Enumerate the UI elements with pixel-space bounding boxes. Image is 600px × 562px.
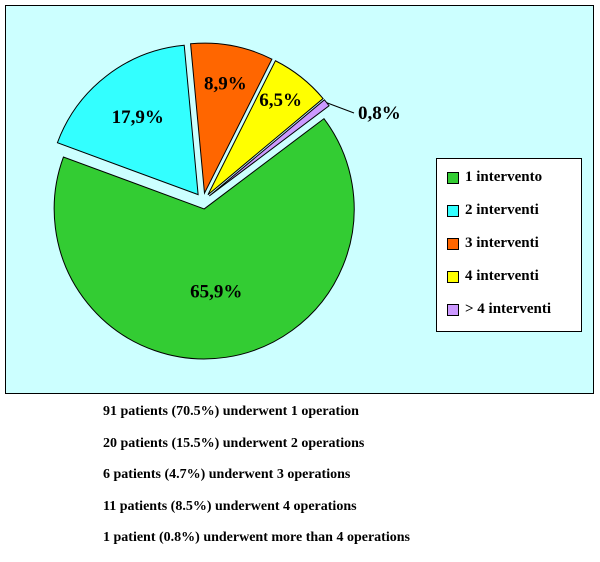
legend-swatch-4 <box>447 270 459 283</box>
legend-label-5: > 4 interventi <box>465 301 552 317</box>
legend-item-4: 4 interventi <box>447 268 539 285</box>
pie-chart: 65,9% 17,9% 8,9% 6,5% 0,8% <box>53 42 401 360</box>
legend-item-2: 2 interventi <box>447 202 539 219</box>
legend-swatch-1 <box>447 171 459 184</box>
legend-item-3: 3 interventi <box>447 235 539 252</box>
note-line-5: 1 patient (0.8%) underwent more than 4 o… <box>103 530 410 545</box>
legend-label-2: 2 interventi <box>465 202 539 218</box>
legend: 1 intervento 2 interventi 3 interventi 4… <box>436 158 582 332</box>
pie-slice-1 <box>53 117 355 360</box>
legend-item-5: > 4 interventi <box>447 301 551 318</box>
legend-label-1: 1 intervento <box>465 169 543 185</box>
legend-swatch-5 <box>447 303 459 316</box>
slice-label-2: 17,9% <box>112 107 164 128</box>
leader-line-5 <box>326 102 355 114</box>
pie-slice-2 <box>56 44 199 196</box>
pie-slice-5 <box>208 99 330 197</box>
slice-label-1: 65,9% <box>190 282 242 303</box>
legend-swatch-2 <box>447 204 459 217</box>
slice-label-4: 6,5% <box>259 90 302 111</box>
pie-slice-4 <box>207 60 324 196</box>
slice-label-3: 8,9% <box>204 74 247 95</box>
legend-item-1: 1 intervento <box>447 169 542 186</box>
note-line-4: 11 patients (8.5%) underwent 4 operation… <box>103 498 357 514</box>
legend-label-4: 4 interventi <box>465 268 539 284</box>
note-line-2: 20 patients (15.5%) underwent 2 operatio… <box>103 435 365 451</box>
legend-label-3: 3 interventi <box>465 235 539 251</box>
note-line-3: 6 patients (4.7%) underwent 3 operations <box>103 467 351 482</box>
pie-slice-3 <box>190 42 273 195</box>
slice-label-5: 0,8% <box>358 103 401 124</box>
legend-swatch-3 <box>447 237 459 250</box>
chart-panel: 65,9% 17,9% 8,9% 6,5% 0,8% 1 intervento 2 in… <box>5 5 594 394</box>
note-line-1: 91 patients (70.5%) underwent 1 operatio… <box>103 404 359 419</box>
notes: 91 patients (70.5%) underwent 1 operatio… <box>103 404 410 562</box>
